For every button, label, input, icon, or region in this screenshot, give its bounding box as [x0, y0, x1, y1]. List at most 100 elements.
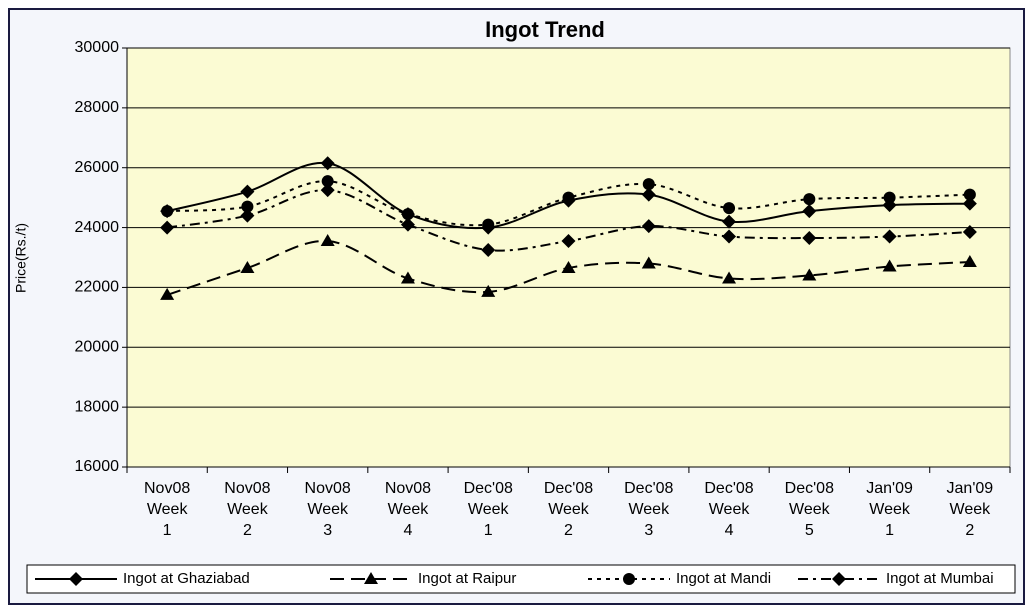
x-tick-line: 4	[404, 522, 413, 539]
y-tick-label: 18000	[75, 398, 120, 415]
y-axis-label: Price(Rs./t)	[13, 223, 29, 293]
legend-label: Ingot at Mumbai	[886, 570, 994, 587]
marker	[802, 204, 817, 219]
marker	[240, 260, 255, 273]
x-tick-line: 4	[725, 522, 734, 539]
x-tick-line: Week	[468, 501, 510, 518]
x-tick-label: Dec'08 Week 2	[544, 480, 593, 539]
legend-marker	[832, 572, 846, 586]
y-tick-label: 30000	[75, 39, 120, 56]
x-tick-line: Dec'08	[624, 480, 673, 497]
x-tick-line: Dec'08	[704, 480, 753, 497]
marker	[481, 243, 496, 258]
x-tick-line: Week	[388, 501, 430, 518]
marker	[240, 208, 255, 223]
marker	[320, 183, 335, 198]
marker	[320, 156, 335, 171]
y-tick-label: 26000	[75, 159, 120, 176]
x-tick-line: Nov08	[305, 480, 351, 497]
x-tick-line: Nov08	[144, 480, 190, 497]
marker	[562, 191, 575, 204]
x-tick-line: 1	[885, 522, 894, 539]
x-tick-line: Week	[147, 501, 189, 518]
marker	[962, 225, 977, 240]
marker	[962, 254, 977, 267]
x-tick-line: Dec'08	[544, 480, 593, 497]
marker	[722, 229, 737, 244]
marker	[561, 260, 576, 273]
x-tick-line: Jan'09	[866, 480, 913, 497]
x-tick-line: Week	[869, 501, 911, 518]
y-tick-label: 28000	[75, 99, 120, 116]
x-tick-label: Dec'08 Week 3	[624, 480, 673, 539]
marker	[320, 234, 335, 247]
x-tick-label: Dec'08 Week 1	[464, 480, 513, 539]
x-tick-label: Nov08 Week 1	[144, 480, 190, 539]
x-tick-line: Week	[709, 501, 751, 518]
y-tick-label: 16000	[75, 458, 120, 475]
x-tick-line: 3	[323, 522, 332, 539]
x-tick-label: Nov08 Week 2	[224, 480, 270, 539]
marker	[160, 220, 175, 235]
legend-marker	[364, 572, 378, 584]
legend-label: Ingot at Mandi	[676, 570, 771, 587]
marker	[642, 178, 655, 191]
marker	[641, 187, 656, 202]
x-tick-line: Jan'09	[947, 480, 994, 497]
series-line	[166, 240, 970, 296]
series-line	[167, 180, 970, 227]
x-tick-label: Dec'08 Week 4	[704, 480, 753, 539]
marker	[241, 200, 254, 213]
marker	[400, 217, 415, 232]
legend-label: Ingot at Ghaziabad	[123, 570, 250, 587]
legend-label: Ingot at Raipur	[418, 570, 516, 587]
x-tick-line: Week	[227, 501, 269, 518]
legend-marker	[623, 573, 635, 585]
x-tick-line: 3	[644, 522, 653, 539]
chart-title: Ingot Trend	[485, 17, 605, 42]
marker	[400, 271, 415, 284]
plot-area	[126, 47, 1011, 468]
x-tick-line: Dec'08	[785, 480, 834, 497]
marker	[962, 196, 977, 211]
marker	[161, 205, 174, 218]
x-tick-line: Week	[628, 501, 670, 518]
marker	[882, 259, 897, 272]
marker	[722, 214, 737, 229]
marker	[803, 193, 816, 206]
marker	[802, 231, 817, 246]
x-tick-line: 1	[484, 522, 493, 539]
marker	[240, 184, 255, 199]
marker	[802, 268, 817, 281]
y-tick-label: 20000	[75, 339, 120, 356]
x-tick-line: Week	[307, 501, 349, 518]
y-tick-label: 22000	[75, 279, 120, 296]
x-tick-line: Week	[548, 501, 590, 518]
marker	[722, 271, 737, 284]
x-tick-line: 2	[965, 522, 974, 539]
marker	[641, 256, 656, 269]
x-tick-label: Dec'08 Week 5	[785, 480, 834, 539]
marker	[723, 202, 736, 215]
marker	[641, 219, 656, 234]
x-tick-line: 2	[564, 522, 573, 539]
marker	[481, 284, 496, 297]
marker	[482, 218, 495, 231]
x-tick-label: Nov08 Week 4	[385, 480, 431, 539]
x-tick-label: Jan'09 Week 2	[947, 480, 994, 539]
x-tick-line: Dec'08	[464, 480, 513, 497]
x-tick-label: Jan'09 Week 1	[866, 480, 913, 539]
marker	[882, 229, 897, 244]
x-tick-line: Nov08	[385, 480, 431, 497]
marker	[883, 191, 896, 204]
x-tick-line: Week	[950, 501, 992, 518]
y-tick-label: 24000	[75, 219, 120, 236]
marker	[160, 287, 175, 300]
x-tick-line: Week	[789, 501, 831, 518]
x-tick-line: Nov08	[224, 480, 270, 497]
x-tick-line: 2	[243, 522, 252, 539]
x-tick-line: 1	[163, 522, 172, 539]
legend-marker	[69, 572, 83, 586]
marker	[321, 175, 334, 188]
